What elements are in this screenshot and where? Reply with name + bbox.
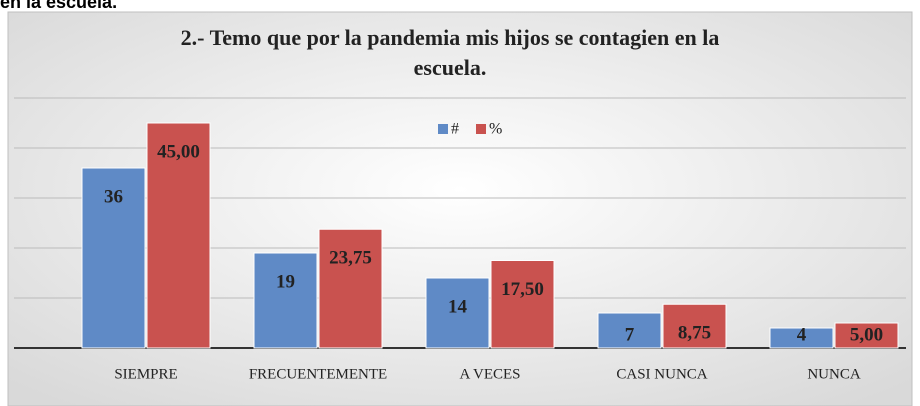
bar <box>834 322 899 349</box>
x-tick-label: CASI NUNCA <box>616 366 707 382</box>
legend-swatch <box>476 124 486 134</box>
header-text: en la escuela. <box>0 0 117 12</box>
data-label: 45,00 <box>157 141 200 162</box>
data-label: 5,00 <box>850 324 883 345</box>
title-line: 2.- Temo que por la pandemia mis hijos s… <box>181 25 720 50</box>
data-label: 19 <box>276 271 295 292</box>
data-label: 36 <box>104 186 123 207</box>
data-label: 14 <box>448 296 468 317</box>
title-line: escuela. <box>414 55 487 80</box>
legend-swatch <box>438 124 448 134</box>
data-label: 8,75 <box>678 323 711 344</box>
data-label: 17,50 <box>501 279 544 300</box>
legend-label: # <box>451 121 459 138</box>
bar <box>769 327 834 349</box>
bar <box>662 303 727 349</box>
x-tick-label: FRECUENTEMENTE <box>249 366 387 382</box>
bar <box>490 260 555 349</box>
x-tick-label: NUNCA <box>807 366 861 382</box>
bar <box>318 228 383 349</box>
bar <box>425 277 490 349</box>
bar <box>146 122 211 349</box>
data-label: 7 <box>625 324 635 345</box>
legend-label: % <box>489 121 502 138</box>
bar <box>81 167 146 349</box>
bar <box>597 312 662 349</box>
bar <box>253 252 318 349</box>
data-label: 23,75 <box>329 248 372 269</box>
x-tick-label: A VECES <box>460 366 521 382</box>
x-tick-label: SIEMPRE <box>114 366 177 382</box>
data-label: 4 <box>797 324 807 345</box>
